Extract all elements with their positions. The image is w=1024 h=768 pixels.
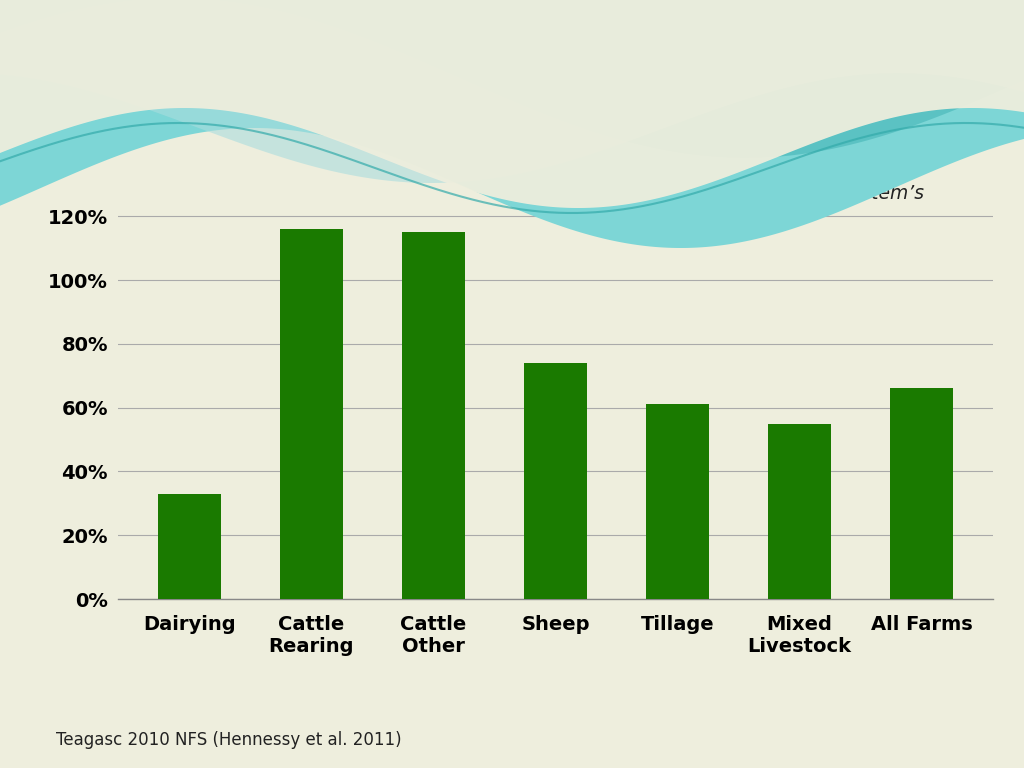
Text: impact on income of a euro
change in subsidy
depends on the farming system’s
sub: impact on income of a euro change in sub…: [609, 134, 925, 228]
Polygon shape: [0, 0, 1024, 158]
Bar: [524, 363, 587, 599]
Text: SPS Payment Share of FFI by Farm System (NFS 2010): SPS Payment Share of FFI by Farm System …: [56, 81, 1024, 123]
Bar: [646, 405, 710, 599]
Polygon shape: [0, 0, 1024, 183]
Bar: [768, 424, 831, 599]
Bar: [890, 389, 953, 599]
Bar: [401, 232, 465, 599]
Polygon shape: [0, 0, 1024, 248]
Text: Teagasc 2010 NFS (Hennessy et al. 2011): Teagasc 2010 NFS (Hennessy et al. 2011): [56, 731, 402, 749]
Bar: [280, 229, 343, 599]
Polygon shape: [0, 0, 1024, 208]
Bar: [158, 494, 221, 599]
